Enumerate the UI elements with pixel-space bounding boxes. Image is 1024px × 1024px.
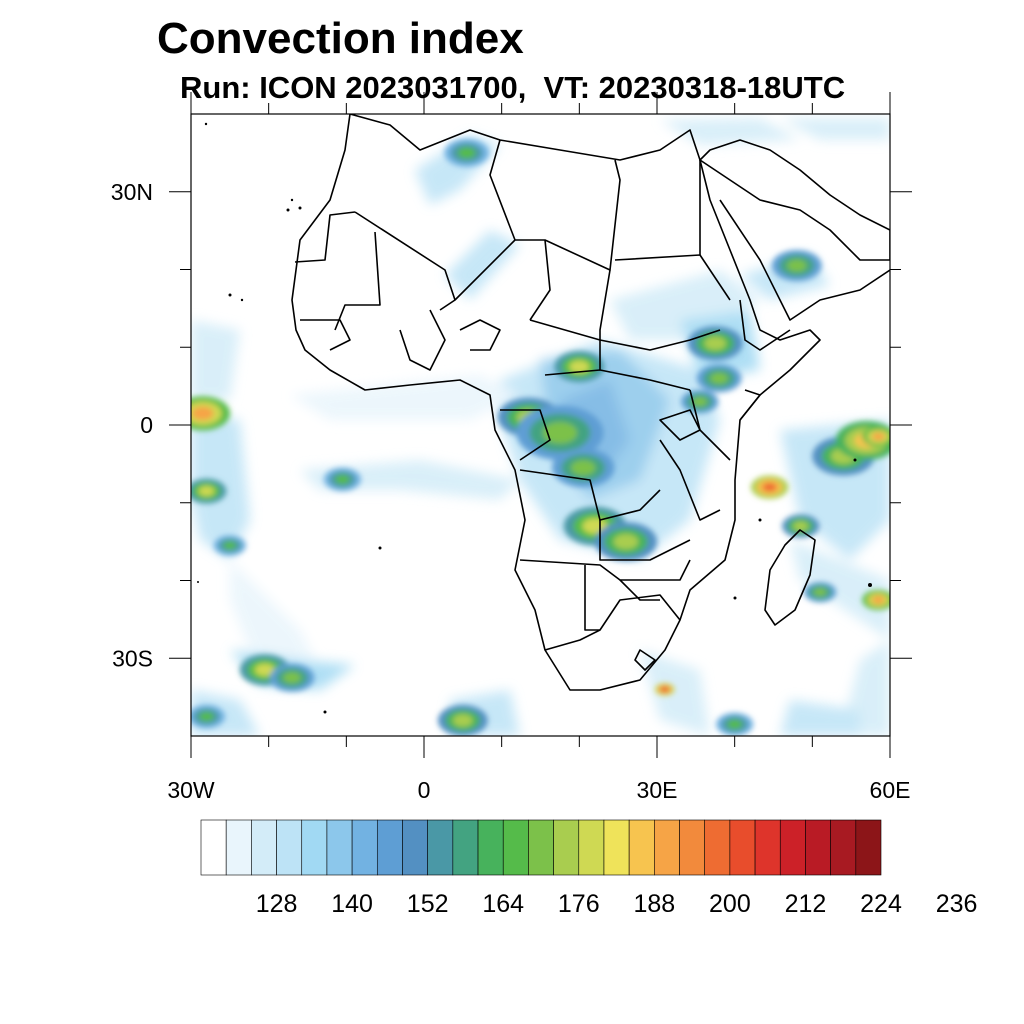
colorbar-swatch (754, 819, 781, 876)
colorbar-label: 188 (633, 890, 675, 918)
colorbar (200, 819, 882, 876)
colorbar-swatch (578, 819, 605, 876)
colorbar-swatch (805, 819, 831, 876)
convection-cell (191, 406, 214, 421)
colorbar-label: 128 (256, 890, 298, 918)
convection-cell (871, 432, 885, 441)
colorbar-swatch (679, 819, 706, 876)
colorbar-label: 140 (331, 890, 373, 918)
x-tick-label: 60E (870, 777, 911, 803)
axis-ticks (169, 92, 912, 758)
map-subtitle: Run: ICON 2023031700, VT: 20230318-18UTC (180, 70, 846, 105)
colorbar-labels: 128 140 152 164 176 188 200 212 224 236 (256, 890, 978, 918)
colorbar-swatch (225, 819, 252, 876)
colorbar-swatch (452, 819, 479, 876)
convection-cell (727, 719, 743, 729)
colorbar-label: 164 (482, 890, 524, 918)
colorbar-swatch (729, 819, 756, 876)
colorbar-label: 224 (860, 890, 902, 918)
convection-cell (452, 714, 473, 727)
colorbar-label: 212 (785, 890, 827, 918)
colorbar-swatch (326, 819, 353, 876)
convection-cell (710, 372, 729, 384)
convection-cell (334, 474, 350, 485)
colorbar-label: 236 (936, 890, 978, 918)
map-title: Convection index (157, 14, 524, 63)
y-tick-label: 0 (140, 412, 153, 438)
colorbar-swatch (528, 819, 554, 876)
x-tick-label: 0 (418, 777, 431, 803)
colorbar-swatch (477, 819, 504, 876)
colorbar-swatch (301, 819, 328, 876)
convection-cell (198, 486, 215, 497)
convection-cell (542, 421, 578, 444)
x-tick-label: 30W (167, 777, 215, 803)
convection-cell (283, 672, 301, 684)
convection-cell (570, 459, 596, 476)
convection-haze-field (191, 118, 890, 736)
colorbar-swatch (704, 819, 731, 876)
colorbar-swatch (553, 819, 580, 876)
colorbar-swatch (603, 819, 630, 876)
colorbar-swatch (200, 819, 227, 876)
convection-cells (191, 138, 890, 736)
colorbar-swatch (628, 819, 655, 876)
convection-cell (871, 595, 885, 604)
colorbar-swatch (830, 819, 857, 876)
y-tick-label: 30N (111, 179, 153, 205)
colorbar-swatch (351, 819, 378, 876)
coastlines-and-borders (291, 114, 890, 691)
convection-cell (223, 541, 237, 550)
colorbar-swatch (376, 819, 403, 876)
convection-cell (582, 518, 608, 534)
colorbar-swatch (779, 819, 806, 876)
colorbar-swatch (251, 819, 277, 876)
convection-cell (613, 533, 639, 550)
convection-cell (762, 482, 778, 492)
colorbar-swatch (402, 819, 428, 876)
convection-cell (813, 588, 827, 597)
convection-cell (254, 663, 275, 677)
y-tick-label: 30S (112, 645, 153, 671)
colorbar-swatch (427, 819, 454, 876)
colorbar-swatch (276, 819, 303, 876)
convection-cell (457, 147, 476, 159)
colorbar-swatch (502, 819, 529, 876)
colorbar-label: 152 (407, 890, 449, 918)
convection-cell (704, 336, 727, 351)
convection-cell (660, 686, 669, 692)
colorbar-swatch (654, 819, 680, 876)
small-islands (197, 122, 872, 714)
convection-cell (199, 711, 214, 722)
axis-tick-labels: 30W 0 30E 60E 30N 0 30S (111, 179, 911, 803)
colorbar-label: 200 (709, 890, 751, 918)
convection-cell (793, 521, 809, 531)
plot-area (191, 114, 890, 736)
convection-cell (692, 397, 708, 407)
colorbar-swatch (855, 819, 882, 876)
convection-cell (786, 259, 807, 272)
x-tick-label: 30E (637, 777, 678, 803)
colorbar-label: 176 (558, 890, 600, 918)
convection-cell (569, 360, 590, 373)
